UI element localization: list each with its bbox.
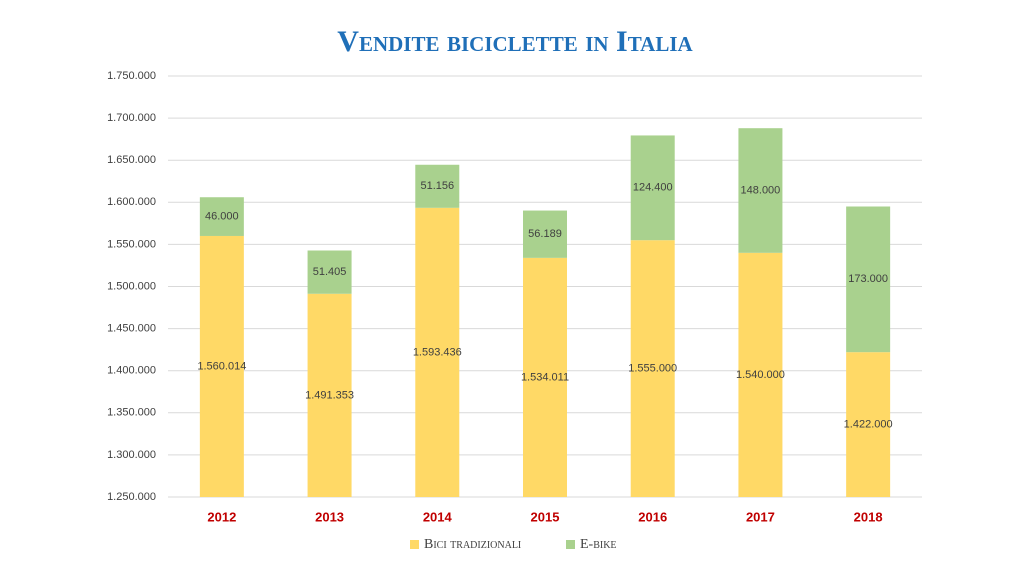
y-tick-label: 1.400.000 <box>107 365 156 377</box>
bar-segment <box>199 235 244 498</box>
y-tick-label: 1.250.000 <box>107 491 156 503</box>
value-label: 1.491.353 <box>305 389 354 401</box>
y-tick-label: 1.350.000 <box>107 407 156 419</box>
y-tick-label: 1.600.000 <box>107 196 156 208</box>
bar-segment <box>307 250 352 294</box>
bar-segment <box>523 257 567 497</box>
legend-swatch <box>410 540 419 549</box>
y-tick-label: 1.500.000 <box>107 280 156 292</box>
value-label: 1.555.000 <box>628 363 677 375</box>
bar-segment <box>307 293 352 497</box>
value-label: 56.189 <box>528 228 562 240</box>
bar-segment <box>199 197 244 236</box>
x-tick-label: 2018 <box>854 509 883 524</box>
bar-segment <box>523 210 567 258</box>
y-tick-label: 1.450.000 <box>107 323 156 335</box>
bar-segment <box>630 240 675 497</box>
x-tick-label: 2014 <box>423 509 453 524</box>
value-label: 46.000 <box>205 211 239 223</box>
value-label: 51.156 <box>420 180 454 192</box>
bar-segment <box>738 252 783 497</box>
y-tick-label: 1.650.000 <box>107 154 156 166</box>
legend-label: E-bike <box>580 537 617 552</box>
x-tick-label: 2012 <box>207 509 236 524</box>
value-label: 148.000 <box>741 184 781 196</box>
value-label: 173.000 <box>848 273 888 285</box>
y-tick-label: 1.550.000 <box>107 238 156 250</box>
bar-segment <box>415 164 460 208</box>
value-label: 1.560.014 <box>197 360 246 372</box>
value-label: 1.422.000 <box>844 418 893 430</box>
value-label: 1.593.436 <box>413 346 462 358</box>
chart-title: Vendite biciclette in Italia <box>337 25 693 58</box>
x-tick-label: 2013 <box>315 509 344 524</box>
y-tick-label: 1.300.000 <box>107 449 156 461</box>
x-tick-label: 2016 <box>638 509 667 524</box>
value-label: 51.405 <box>313 266 347 278</box>
legend-label: Bici tradizionali <box>424 537 521 552</box>
y-tick-label: 1.700.000 <box>107 112 156 124</box>
bar-segment <box>738 128 783 253</box>
bar-segment <box>630 135 675 241</box>
bar-segment <box>415 207 460 497</box>
value-label: 1.534.011 <box>521 371 569 383</box>
value-label: 1.540.000 <box>736 369 785 381</box>
x-tick-label: 2017 <box>746 509 775 524</box>
x-tick-label: 2015 <box>531 509 560 524</box>
bar-segment <box>846 352 891 497</box>
y-tick-label: 1.750.000 <box>107 70 156 82</box>
value-label: 124.400 <box>633 182 673 194</box>
legend-swatch <box>566 540 575 549</box>
bar-segment <box>846 206 891 353</box>
